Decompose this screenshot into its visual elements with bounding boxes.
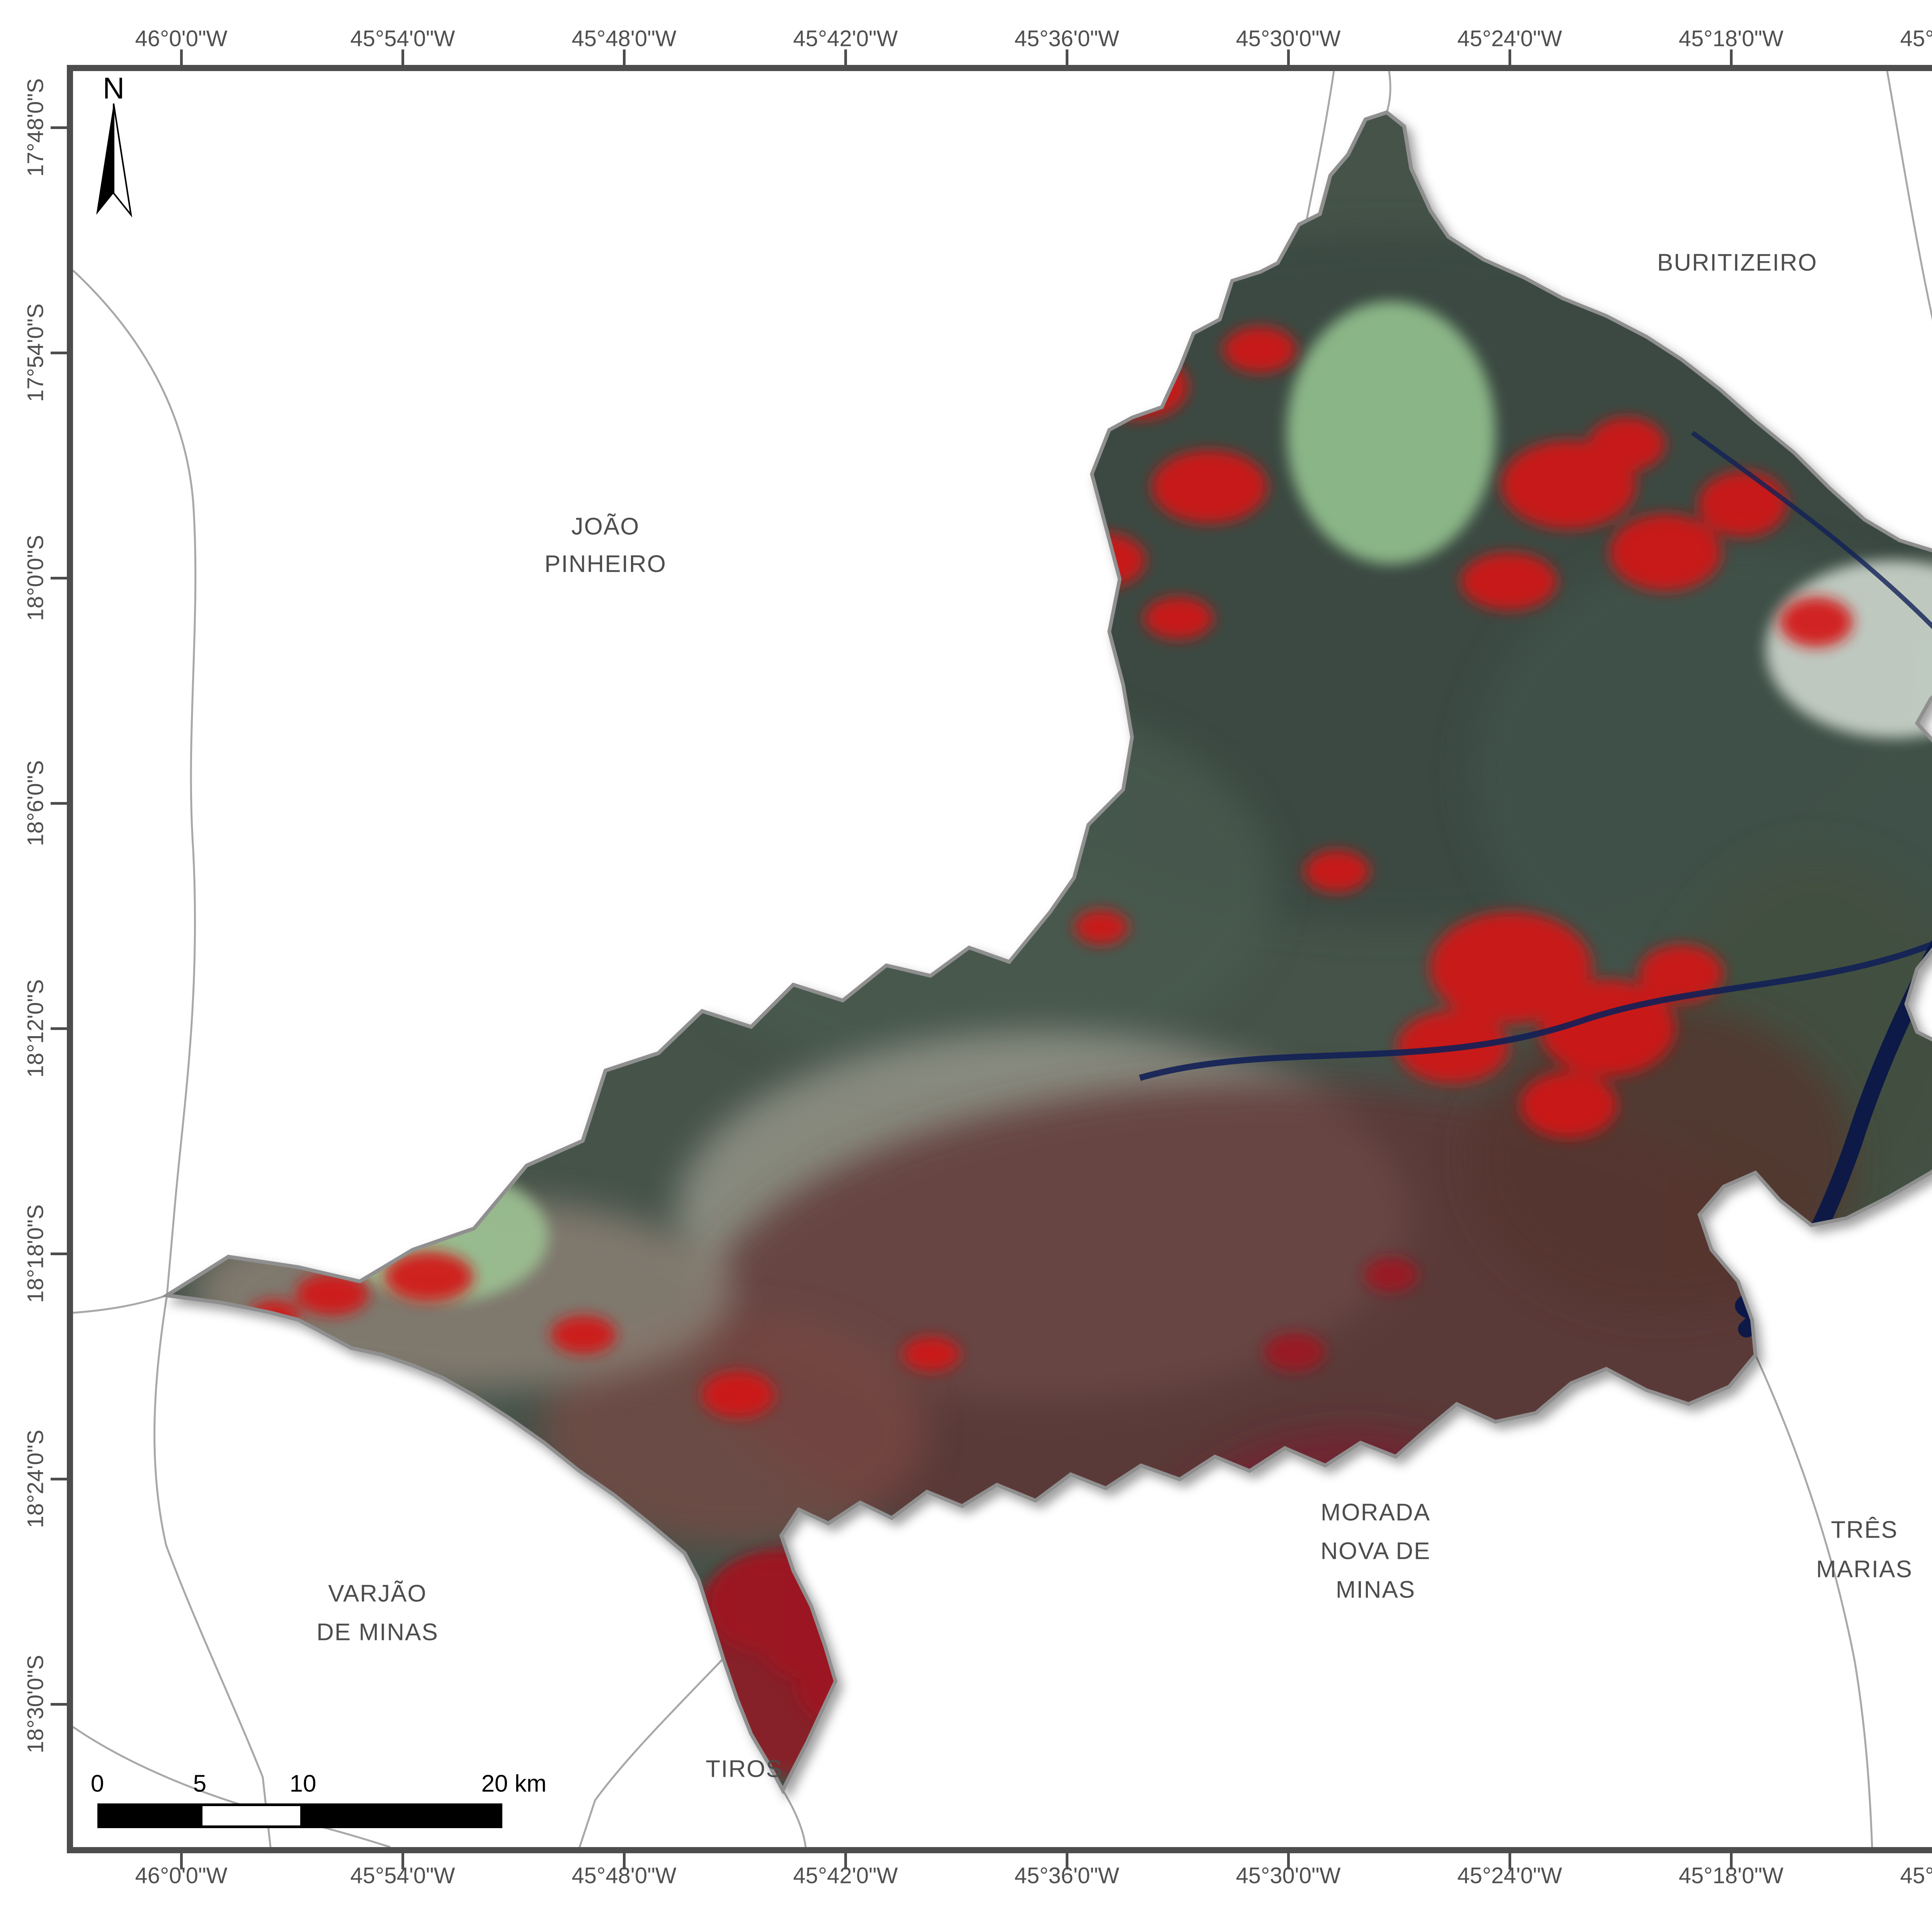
tick <box>51 1478 67 1480</box>
tick <box>51 352 67 354</box>
tick <box>51 126 67 129</box>
tick <box>844 1853 847 1869</box>
tick <box>51 1253 67 1255</box>
neighbor-label: MINAS <box>1335 1576 1416 1603</box>
lat-label: 17°48'0"S <box>23 78 48 177</box>
neighbor-label: JOÃO <box>571 513 640 540</box>
lat-label: 18°18'0"S <box>23 1204 48 1303</box>
scalebar-number: 20 km <box>481 1770 547 1797</box>
satellite-mosaic-map <box>73 71 1932 1847</box>
tick <box>844 49 847 66</box>
lat-label: 18°24'0"S <box>23 1429 48 1528</box>
false-color-texture <box>193 232 1932 1790</box>
svg-text:N: N <box>103 71 124 105</box>
scalebar-segment <box>200 1803 303 1828</box>
lon-label: 45°12'0"W <box>1900 1863 1932 1888</box>
tick <box>623 1853 626 1869</box>
neighbor-label: TRÊS <box>1831 1516 1898 1543</box>
tick <box>1287 1853 1290 1869</box>
tick <box>51 577 67 580</box>
neighbor-label: NOVA DE <box>1320 1538 1431 1565</box>
north-arrow-icon: N <box>96 71 133 218</box>
lon-label: 45°42'0"W <box>793 26 898 51</box>
tick <box>1509 1853 1511 1869</box>
river-lines <box>1139 431 1932 1081</box>
tick <box>51 1027 67 1030</box>
lon-label: 45°12'0"W <box>1900 26 1932 51</box>
scalebar-segment <box>97 1803 200 1828</box>
tick <box>51 1703 67 1706</box>
lat-label: 18°12'0"S <box>23 979 48 1078</box>
lon-label: 45°54'0"W <box>350 26 455 51</box>
tick <box>1066 1853 1068 1869</box>
neighbor-label: MARIAS <box>1816 1556 1913 1583</box>
tick <box>1509 49 1511 66</box>
tick <box>180 1853 183 1869</box>
neighbor-label: MORADA <box>1320 1499 1431 1526</box>
lon-label: 46°0'0"W <box>135 26 228 51</box>
neighbor-label: PINHEIRO <box>544 551 667 578</box>
tick <box>1066 49 1068 66</box>
lon-label: 45°48'0"W <box>571 26 677 51</box>
tick <box>401 1853 404 1869</box>
scalebar-segment <box>303 1803 502 1828</box>
neighbor-label: TIROS <box>706 1756 783 1783</box>
lon-label: 45°30'0"W <box>1236 26 1341 51</box>
tick <box>51 802 67 805</box>
scalebar-number: 10 <box>289 1770 316 1797</box>
lat-label: 17°54'0"S <box>23 303 48 402</box>
neighbor-boundaries <box>73 71 1932 1847</box>
municipal-limit-outline <box>162 110 1932 1794</box>
scalebar-number: 0 <box>90 1770 104 1797</box>
scalebar-number: 5 <box>193 1770 207 1797</box>
tick <box>1287 49 1290 66</box>
lon-label: 45°36'0"W <box>1014 26 1119 51</box>
lon-label: 45°18'0"W <box>1679 26 1784 51</box>
neighbor-label: BURITIZEIRO <box>1657 249 1818 276</box>
neighbor-label: VARJÃO <box>328 1580 427 1607</box>
tick <box>401 49 404 66</box>
tick <box>623 49 626 66</box>
lon-label: 45°24'0"W <box>1457 26 1562 51</box>
lat-label: 18°6'0"S <box>23 760 48 846</box>
neighbor-label: DE MINAS <box>316 1619 439 1646</box>
tick <box>1730 49 1733 66</box>
lat-label: 18°30'0"S <box>23 1655 48 1754</box>
tick <box>180 49 183 66</box>
tick <box>1730 1853 1733 1869</box>
lat-label: 18°0'0"S <box>23 535 48 621</box>
